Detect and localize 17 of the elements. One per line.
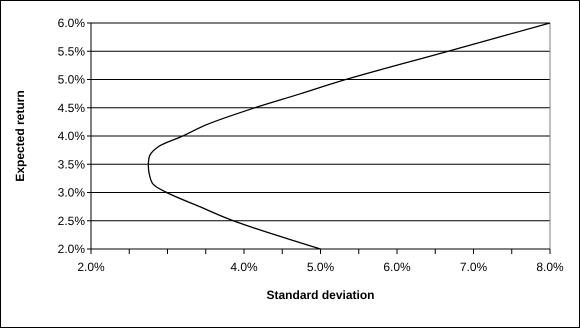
y-tick-label: 3.5% <box>58 157 86 172</box>
y-tick-label: 5.5% <box>58 44 86 58</box>
y-tick-label: 2.0% <box>58 242 86 256</box>
y-axis-title: Expected return <box>13 90 27 182</box>
x-tick-label: 5.0% <box>306 260 334 274</box>
x-tick-label: 6.0% <box>383 260 411 274</box>
y-tick-label: 5.0% <box>58 72 86 87</box>
x-tick-label: 4.0% <box>230 260 258 274</box>
y-tick-label: 2.5% <box>58 214 86 228</box>
y-tick-label: 4.5% <box>58 100 86 115</box>
y-tick-label: 6.0% <box>58 16 86 30</box>
x-tick-label: 2.0% <box>77 260 105 274</box>
x-tick-label: 8.0% <box>536 260 564 274</box>
x-tick-label: 7.0% <box>460 260 488 274</box>
y-tick-label: 3.0% <box>58 186 86 200</box>
y-tick-label: 4.0% <box>58 129 86 144</box>
x-axis-title: Standard deviation <box>266 288 375 302</box>
